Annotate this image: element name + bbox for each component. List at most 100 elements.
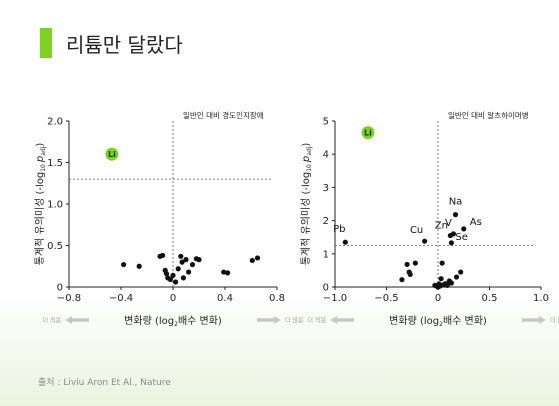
x-axis-title-sub: 2 (174, 321, 178, 328)
chart-annotation: 일반인 대비 경도인지장애 (183, 110, 264, 120)
x-axis-title-main: 변화량 (log (389, 315, 439, 327)
x-more-hint: 더 많음 (550, 317, 559, 325)
y-tick-label: 5 (323, 117, 329, 128)
highlight-label-li: Li (108, 150, 116, 159)
point-label-se: Se (455, 232, 468, 243)
highlight-point-li (105, 147, 119, 161)
data-point-se (448, 240, 454, 246)
x-tick-label: −1.0 (323, 293, 347, 304)
y-axis-title: 통계적 유의미성 (-log10padj) (300, 143, 313, 266)
data-point (183, 257, 189, 263)
data-point (163, 271, 170, 277)
point-label-pb: Pb (333, 224, 345, 235)
data-point (189, 261, 196, 268)
x-axis-title-tail: 배수 변화) (443, 315, 487, 327)
y-axis-title-p: p (35, 156, 46, 163)
data-point (453, 274, 460, 280)
x-axis-title: 변화량 (log2배수 변화) (389, 315, 487, 328)
data-point (179, 259, 185, 265)
x-less-hint: 더 적음 (43, 317, 62, 325)
data-point (404, 261, 410, 268)
x-tick-label: −0.4 (109, 293, 133, 304)
data-point (399, 277, 405, 283)
data-point (121, 261, 127, 268)
y-tick-label: 0 (323, 283, 329, 294)
y-axis-title-close: ) (301, 143, 312, 147)
y-tick-label: 2 (323, 216, 329, 227)
data-point (170, 272, 176, 278)
data-point (180, 275, 186, 281)
y-axis-title-p: p (301, 156, 312, 163)
data-point (438, 276, 444, 282)
x-axis-title-sub: 2 (439, 321, 443, 328)
data-point (173, 279, 179, 285)
left-arrow-icon (65, 316, 89, 324)
y-axis-title-main: 통계적 유의미성 (-log (300, 172, 312, 266)
data-point-cu (422, 238, 428, 244)
y-axis-title-sub: 10 (306, 164, 313, 172)
point-label-na: Na (449, 197, 463, 208)
title-accent-bar (40, 28, 52, 58)
y-tick-label: 0 (57, 283, 63, 294)
x-axis-title-main: 변화량 (log (124, 315, 174, 327)
data-point (249, 257, 255, 264)
right-arrow-icon (522, 316, 546, 324)
data-point-pb (342, 239, 348, 245)
y-tick-label: 1.0 (47, 200, 63, 211)
data-point (439, 260, 445, 266)
data-point (221, 269, 227, 275)
highlight-label-li: Li (364, 129, 372, 138)
point-label-cu: Cu (410, 225, 423, 236)
y-axis-title-adj: adj (306, 146, 313, 155)
x-tick-label: 0.4 (217, 293, 233, 304)
y-axis-title: 통계적 유의미성 (-log10padj) (34, 143, 47, 266)
data-point (186, 269, 192, 275)
y-axis-title-close: ) (35, 143, 46, 147)
chart-annotation: 일반인 대비 알츠하이머병 (448, 110, 529, 120)
y-tick-label: 4 (323, 150, 329, 161)
x-axis-title-tail: 배수 변화) (178, 315, 222, 327)
x-tick-label: 0.5 (482, 293, 498, 304)
data-point-as (461, 226, 467, 232)
y-axis-title-adj: adj (40, 146, 47, 155)
y-tick-label: 1.5 (47, 158, 63, 169)
x-tick-label: 0.8 (269, 293, 285, 304)
x-tick-label: 0 (170, 293, 176, 304)
data-point (458, 269, 464, 275)
y-tick-label: 3 (323, 183, 329, 194)
x-axis-title: 변화량 (log2배수 변화) (124, 315, 222, 328)
data-point (407, 271, 413, 277)
y-tick-label: 2.0 (47, 117, 63, 128)
x-tick-label: 1.0 (533, 293, 549, 304)
source-caption: 출처 : Liviu Aron Et Al., Nature (38, 378, 171, 388)
data-point (136, 263, 142, 269)
data-point (160, 252, 166, 259)
data-point (196, 257, 202, 263)
y-axis-title-main: 통계적 유의미성 (-log (34, 172, 46, 266)
y-tick-label: 1 (323, 249, 329, 260)
left-arrow-icon (330, 316, 354, 324)
x-tick-label: −0.5 (374, 293, 398, 304)
data-point (175, 266, 181, 272)
point-label-v: V (445, 218, 452, 229)
x-less-hint: 더 적음 (308, 317, 327, 325)
y-tick-label: 0.5 (47, 241, 63, 252)
data-point-v (450, 231, 457, 237)
x-tick-label: −0.8 (57, 293, 81, 304)
right-arrow-icon (257, 316, 281, 324)
point-label-as: As (470, 217, 482, 228)
point-label-zn: Zn (435, 221, 448, 232)
data-point (178, 253, 184, 259)
chart-2: −1.0 −0.5 0 0.5 1.0 0 1 2 3 4 5 일반인 대비 알츠하이머병 Pb Cu Na… (300, 110, 559, 328)
data-point (448, 280, 454, 286)
y-axis-title-sub: 10 (40, 164, 47, 172)
data-point-na (452, 212, 459, 218)
x-more-hint: 더 많음 (285, 317, 304, 325)
data-point (225, 270, 231, 276)
data-point (444, 282, 450, 288)
page-title: 리튬만 달랐다 (66, 33, 183, 57)
chart-1: −0.8 −0.4 0 0.4 0.8 0 0.5 1.0 1.5 2.0 일반인 대비 경도인지장… (34, 110, 304, 328)
data-point (254, 255, 261, 261)
data-point (167, 276, 173, 283)
